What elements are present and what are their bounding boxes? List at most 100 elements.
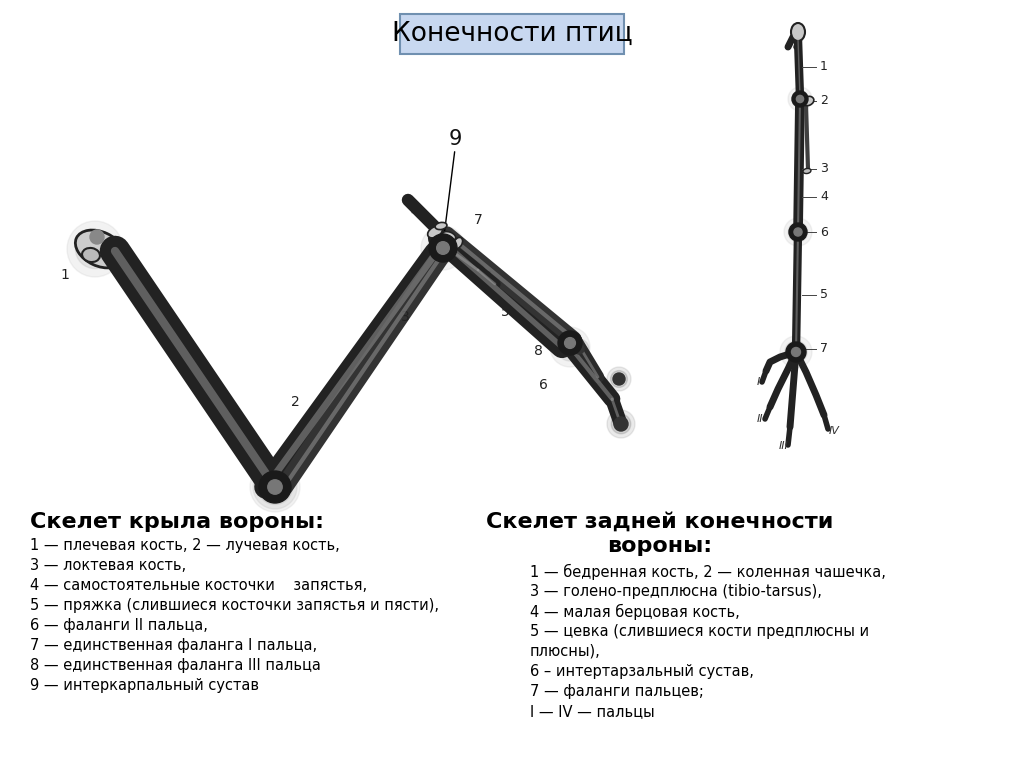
Text: 8 — единственная фаланга III пальца: 8 — единственная фаланга III пальца [30, 658, 321, 673]
Text: 3 — голено-предплюсна (tibio-tarsus),: 3 — голено-предплюсна (tibio-tarsus), [530, 584, 822, 599]
Circle shape [792, 91, 808, 107]
Text: 4 — малая берцовая кость,: 4 — малая берцовая кость, [530, 604, 739, 621]
Text: 8: 8 [534, 344, 543, 358]
Circle shape [613, 373, 625, 385]
Circle shape [260, 472, 291, 502]
Circle shape [436, 242, 450, 255]
Text: вороны:: вороны: [607, 536, 713, 556]
Text: Конечности птиц: Конечности птиц [391, 21, 633, 47]
Text: 7 — единственная фаланга I пальца,: 7 — единственная фаланга I пальца, [30, 638, 317, 653]
Text: 2: 2 [820, 94, 827, 107]
Circle shape [613, 374, 625, 384]
Text: 6: 6 [820, 225, 827, 239]
Text: I: I [757, 377, 760, 387]
FancyBboxPatch shape [400, 14, 624, 54]
Circle shape [792, 225, 804, 239]
Text: IV: IV [828, 426, 840, 436]
Circle shape [786, 342, 806, 362]
Text: 5 — пряжка (слившиеся косточки запястья и пясти),: 5 — пряжка (слившиеся косточки запястья … [30, 598, 439, 613]
Circle shape [558, 331, 582, 355]
Text: 3: 3 [400, 310, 410, 324]
Circle shape [556, 333, 584, 361]
Ellipse shape [791, 23, 805, 41]
Circle shape [67, 221, 123, 277]
Text: 9: 9 [449, 129, 462, 149]
Text: 7: 7 [474, 213, 482, 227]
Text: Скелет крыла вороны:: Скелет крыла вороны: [30, 512, 324, 532]
Circle shape [607, 410, 635, 438]
Circle shape [259, 471, 291, 503]
Circle shape [561, 338, 579, 356]
Text: III: III [779, 441, 788, 451]
Circle shape [788, 87, 812, 111]
Circle shape [614, 418, 628, 430]
Ellipse shape [454, 238, 463, 249]
Circle shape [257, 469, 293, 505]
Circle shape [784, 341, 807, 364]
Circle shape [569, 339, 589, 359]
Text: 3 — локтевая кость,: 3 — локтевая кость, [30, 558, 186, 573]
Ellipse shape [435, 222, 446, 229]
Circle shape [610, 370, 628, 387]
Text: 4: 4 [820, 190, 827, 203]
Circle shape [250, 462, 300, 512]
Text: I — IV — пальцы: I — IV — пальцы [530, 704, 654, 719]
Text: 1 — плечевая кость, 2 — лучевая кость,: 1 — плечевая кость, 2 — лучевая кость, [30, 538, 340, 553]
Text: II: II [757, 414, 763, 424]
Text: 1: 1 [820, 61, 827, 74]
Circle shape [265, 477, 285, 497]
Text: 6 — фаланги II пальца,: 6 — фаланги II пальца, [30, 618, 208, 633]
Circle shape [797, 95, 804, 103]
Circle shape [268, 480, 283, 494]
Ellipse shape [803, 169, 811, 173]
Text: 5: 5 [501, 305, 509, 319]
Text: 7: 7 [820, 343, 828, 355]
Circle shape [614, 417, 628, 431]
Circle shape [429, 234, 457, 262]
Text: 6 – интертарзальный сустав,: 6 – интертарзальный сустав, [530, 664, 754, 679]
Ellipse shape [442, 232, 456, 241]
Text: 4: 4 [483, 270, 493, 284]
Circle shape [428, 232, 459, 263]
Circle shape [82, 236, 108, 262]
Text: Скелет задней конечности: Скелет задней конечности [486, 512, 834, 532]
Text: 9 — интеркарпальный сустав: 9 — интеркарпальный сустав [30, 678, 259, 693]
Ellipse shape [428, 226, 442, 238]
Circle shape [794, 228, 802, 236]
Circle shape [76, 229, 115, 268]
Circle shape [780, 336, 812, 368]
Text: 4 — самостоятельные косточки    запястья,: 4 — самостоятельные косточки запястья, [30, 578, 368, 593]
Circle shape [788, 222, 808, 242]
Circle shape [574, 344, 584, 354]
Circle shape [572, 342, 586, 356]
Circle shape [90, 230, 104, 244]
Text: 1 — бедренная кость, 2 — коленная чашечка,: 1 — бедренная кость, 2 — коленная чашечк… [530, 564, 886, 580]
Circle shape [788, 345, 803, 359]
Ellipse shape [82, 248, 100, 262]
Circle shape [611, 414, 631, 434]
Circle shape [253, 465, 297, 509]
Text: 3: 3 [820, 163, 827, 176]
Text: 6: 6 [539, 378, 548, 392]
Circle shape [264, 476, 287, 499]
Circle shape [792, 347, 801, 357]
Text: плюсны),: плюсны), [530, 644, 601, 659]
Ellipse shape [802, 97, 814, 106]
Text: 5: 5 [820, 288, 828, 301]
Text: 2: 2 [291, 395, 299, 409]
Text: 1: 1 [60, 268, 70, 282]
Circle shape [564, 337, 575, 348]
Text: 5 — цевка (слившиеся кости предплюсны и: 5 — цевка (слившиеся кости предплюсны и [530, 624, 869, 639]
Text: 4: 4 [411, 205, 420, 219]
Circle shape [574, 344, 584, 354]
Circle shape [550, 327, 590, 367]
Text: 7 — фаланги пальцев;: 7 — фаланги пальцев; [530, 684, 703, 699]
Circle shape [784, 218, 812, 246]
Circle shape [607, 367, 631, 391]
Ellipse shape [76, 230, 125, 268]
Circle shape [790, 223, 807, 241]
Circle shape [795, 94, 806, 104]
Circle shape [433, 238, 453, 258]
Circle shape [421, 226, 465, 270]
Circle shape [792, 91, 808, 107]
